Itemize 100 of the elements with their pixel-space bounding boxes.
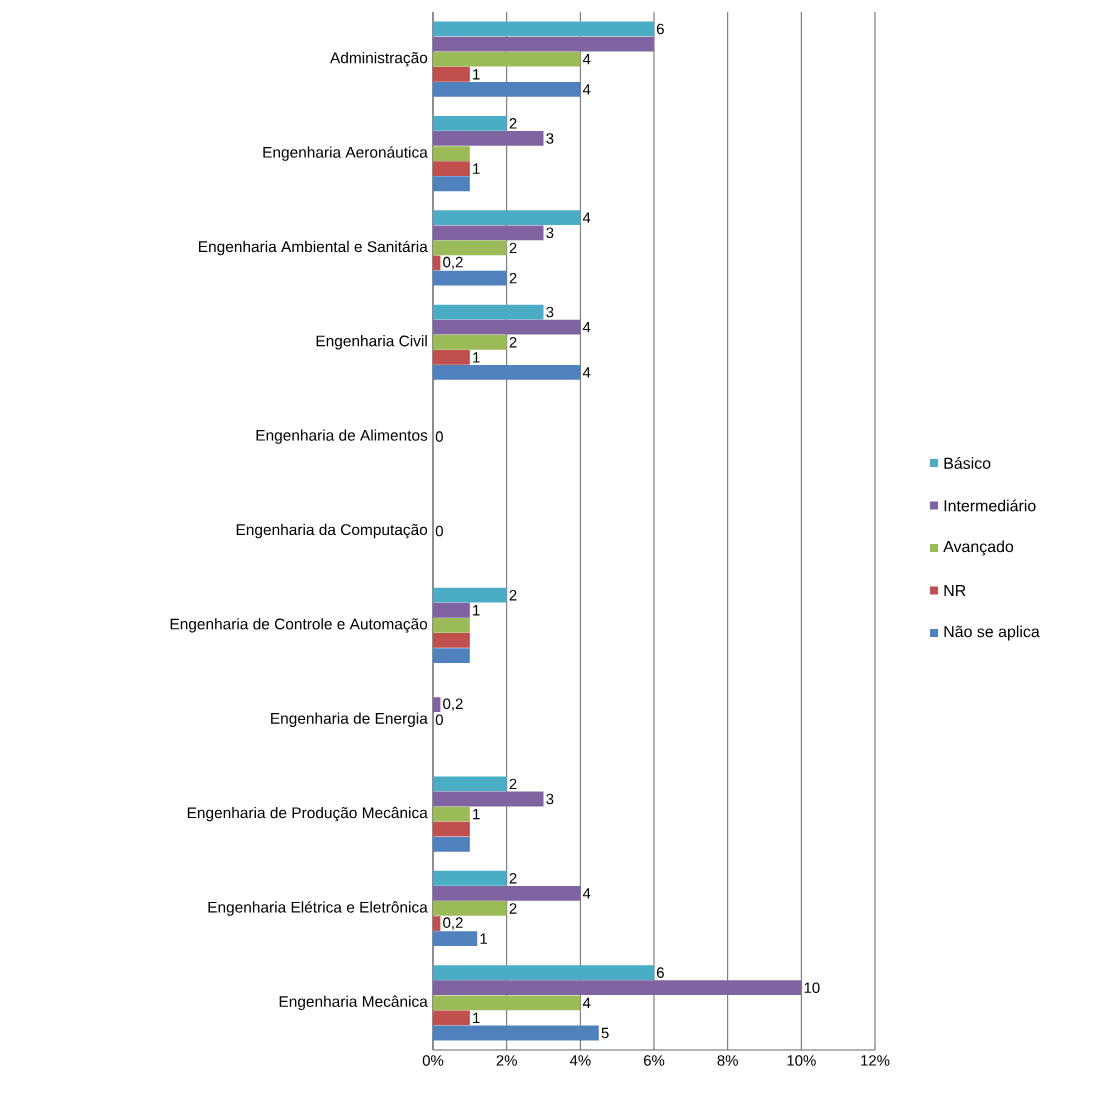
bar [433, 1010, 470, 1026]
bar [433, 349, 470, 365]
bar [433, 225, 544, 241]
bar [433, 81, 581, 97]
data-label: 2 [509, 118, 517, 129]
bar [433, 697, 441, 713]
bar [433, 21, 655, 37]
data-label: 2 [509, 242, 517, 254]
bar [433, 240, 507, 256]
y-tick-label: Engenharia de Produção Mecânica [187, 806, 428, 822]
bar [433, 587, 507, 603]
y-tick-label: Engenharia de Energia [271, 712, 428, 727]
bar [433, 304, 544, 320]
y-tick-label: Engenharia Civil [316, 335, 427, 350]
bar [433, 870, 507, 886]
data-label: 3 [546, 133, 554, 144]
legend-label: Básico [944, 457, 991, 469]
x-tick-label: 2% [496, 1055, 517, 1066]
bar [433, 806, 470, 822]
legend-label: Intermediário [944, 499, 1036, 512]
bar [433, 1025, 599, 1041]
y-tick-label: Administração [330, 51, 428, 67]
y-tick-label: Engenharia da Computação [236, 523, 428, 539]
bar [433, 791, 544, 807]
bar [433, 161, 470, 177]
data-label: 3 [546, 793, 554, 805]
data-label: 3 [546, 306, 554, 318]
bar [433, 965, 655, 981]
bar [433, 115, 507, 131]
bar [433, 36, 655, 52]
data-label: 1 [480, 933, 487, 944]
bar [433, 931, 478, 947]
bar [433, 176, 470, 192]
x-tick-label: 8% [717, 1055, 738, 1066]
bar [433, 995, 581, 1011]
data-label: 1 [473, 808, 480, 820]
data-label: 0 [435, 525, 443, 537]
data-label: 0,2 [443, 256, 463, 270]
data-label: 1 [473, 163, 480, 174]
x-tick-label: 12% [861, 1055, 890, 1066]
data-label: 3 [546, 227, 554, 239]
y-tick-label: Engenharia de Controle e Automação [170, 618, 428, 633]
x-tick-label: 6% [643, 1055, 665, 1066]
y-tick-label: Engenharia Mecânica [279, 995, 428, 1011]
data-label: 1 [473, 605, 480, 616]
data-label: 2 [509, 589, 517, 601]
legend-label: Não se aplica [944, 625, 1040, 641]
data-label: 0 [435, 714, 443, 726]
data-label: 4 [582, 212, 591, 223]
bar [433, 146, 470, 161]
data-label: 4 [582, 888, 591, 899]
bar [433, 885, 581, 901]
data-label: 6 [656, 967, 664, 978]
bar [433, 319, 581, 335]
data-label: 5 [601, 1027, 609, 1039]
bar [433, 334, 507, 350]
bar [433, 131, 544, 146]
bar [433, 365, 581, 380]
bar [433, 633, 470, 648]
bar [433, 648, 470, 663]
x-tick-label: 10% [787, 1055, 816, 1066]
data-label: 4 [582, 322, 591, 333]
bar [433, 270, 507, 286]
y-tick-label: Engenharia Elétrica e Eletrônica [208, 901, 428, 916]
bar [433, 901, 507, 916]
y-tick-label: Engenharia de Alimentos [256, 429, 428, 444]
data-label: 2 [509, 903, 517, 914]
data-label: 10 [804, 982, 820, 993]
y-tick-label: Engenharia Aeronáutica [263, 146, 428, 161]
data-label: 4 [582, 84, 591, 95]
data-label: 6 [656, 23, 664, 35]
y-tick-label: Engenharia Ambiental e Sanitária [199, 240, 428, 256]
bar [433, 51, 581, 67]
data-label: 4 [582, 367, 591, 378]
bar [433, 916, 441, 931]
legend-label: Avançado [943, 540, 1014, 556]
bar [433, 980, 802, 996]
data-label: 2 [509, 337, 517, 348]
data-label: 2 [509, 778, 517, 790]
bar [433, 836, 470, 852]
data-label: 0 [435, 431, 443, 442]
bar [433, 210, 581, 226]
data-label: 0,2 [443, 917, 463, 930]
data-label: 2 [509, 272, 517, 284]
bar [433, 821, 470, 837]
data-label: 1 [473, 1012, 480, 1024]
legend-label: NR [944, 585, 966, 596]
data-label: 2 [509, 873, 517, 884]
data-label: 1 [473, 352, 480, 363]
data-label: 4 [582, 997, 591, 1008]
x-tick-label: 0% [422, 1055, 444, 1066]
x-tick-label: 4% [569, 1055, 591, 1066]
data-label: 0,2 [443, 698, 463, 711]
bar [433, 617, 470, 633]
data-label: 4 [582, 54, 591, 65]
bar [433, 255, 441, 271]
data-label: 1 [473, 69, 480, 80]
bar [433, 602, 470, 618]
bar [433, 66, 470, 82]
bar [433, 776, 507, 792]
